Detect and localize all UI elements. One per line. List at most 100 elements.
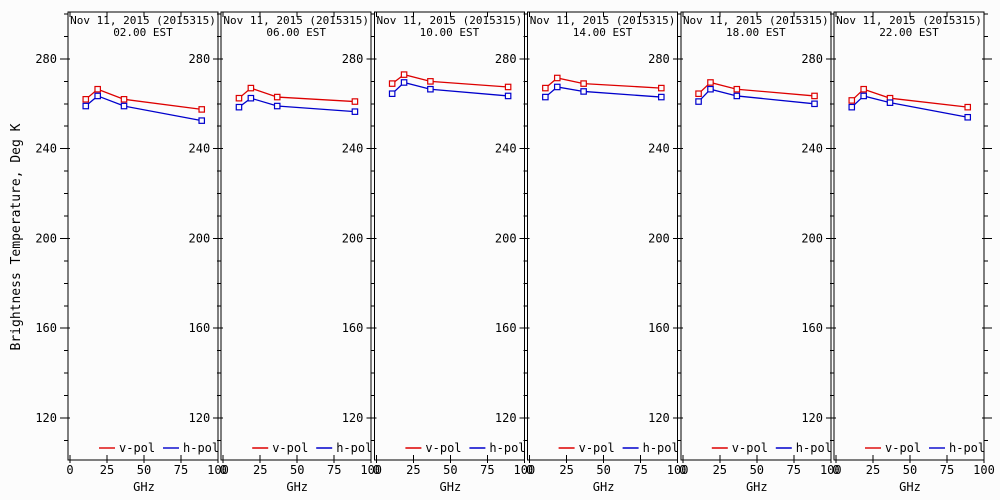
- x-tick-label: 0: [220, 463, 227, 477]
- panel-subtitle: 06.00 EST: [266, 26, 326, 39]
- hpol-marker: [400, 79, 408, 86]
- panel-subtitle: 14.00 EST: [573, 26, 633, 39]
- vpol-line: [85, 88, 202, 111]
- panel-title: Nov 11, 2015 (2015315): [377, 14, 523, 27]
- panel-subtitle: 10.00 EST: [420, 26, 480, 39]
- x-tick-label: 100: [207, 463, 229, 477]
- panel-subtitle: 18.00 EST: [726, 26, 786, 39]
- hpol-marker: [427, 85, 434, 93]
- y-axis-title: Brightness Temperature, Deg K: [9, 123, 24, 350]
- y-tick-label: 240: [189, 142, 211, 156]
- hpol-line: [851, 95, 968, 118]
- hpol-marker: [964, 113, 972, 121]
- y-tick-label: 200: [189, 231, 211, 245]
- vpol-marker: [811, 92, 818, 100]
- vpol-marker: [580, 80, 587, 87]
- vpol-marker: [351, 98, 359, 105]
- vpol-marker: [542, 84, 549, 92]
- y-tick-label: 200: [35, 231, 57, 245]
- vpol-marker: [658, 84, 665, 92]
- x-tick-label: 50: [750, 463, 764, 477]
- hpol-marker: [94, 92, 101, 100]
- panel-2: 120 160 200 240 280 0 25 50 75 100 GHz Nov 11, 2015…: [189, 11, 382, 494]
- panels-group: 120 160 200 240 280 0 25 50 75 100 GHz Nov 11, 2015…: [35, 11, 995, 494]
- hpol-marker: [273, 102, 281, 110]
- legend-label-h-pol: h-pol: [643, 441, 679, 455]
- vpol-marker: [964, 103, 972, 111]
- hpol-line: [544, 86, 662, 98]
- x-tick-label: 0: [526, 463, 533, 477]
- panel-3: 120 160 200 240 280 0 25 50 75 100 GHz Nov 11, 2015…: [342, 11, 536, 494]
- y-tick-label: 120: [495, 411, 517, 425]
- x-tick-label: 75: [940, 463, 954, 477]
- hpol-line: [391, 81, 509, 97]
- x-tick-label: 75: [633, 463, 647, 477]
- x-axis-unit: GHz: [440, 480, 462, 494]
- hpol-marker: [388, 90, 396, 97]
- legend-label-v-pol: v-pol: [732, 441, 768, 455]
- hpol-line: [85, 95, 202, 122]
- hpol-marker: [733, 92, 741, 100]
- vpol-marker: [235, 94, 243, 102]
- legend-label-v-pol: v-pol: [579, 441, 615, 455]
- vpol-marker: [198, 106, 206, 113]
- x-tick-label: 100: [514, 463, 536, 477]
- x-tick-label: 25: [100, 463, 114, 477]
- legend-label-v-pol: v-pol: [885, 441, 921, 455]
- hpol-marker: [811, 100, 818, 108]
- x-tick-label: 0: [373, 463, 380, 477]
- legend-label-h-pol: h-pol: [489, 441, 525, 455]
- x-tick-label: 25: [253, 463, 267, 477]
- hpol-marker: [198, 117, 206, 124]
- y-tick-label: 240: [342, 142, 364, 156]
- y-tick-label: 240: [801, 142, 823, 156]
- vpol-line: [544, 77, 662, 89]
- y-tick-label: 160: [342, 321, 364, 335]
- vpol-marker: [388, 80, 396, 87]
- x-tick-label: 50: [290, 463, 304, 477]
- hpol-marker: [235, 103, 243, 111]
- y-tick-label: 280: [648, 52, 670, 66]
- x-axis-unit: GHz: [746, 480, 768, 494]
- y-tick-label: 280: [495, 52, 517, 66]
- y-tick-label: 160: [495, 321, 517, 335]
- hpol-marker: [860, 92, 867, 100]
- y-tick-label: 120: [342, 411, 364, 425]
- panel-6: 120 160 200 240 280 0 25 50 75 100 GHz Nov 11, 2015…: [801, 11, 995, 494]
- y-tick-label: 120: [189, 411, 211, 425]
- x-tick-label: 75: [327, 463, 341, 477]
- panel-title: Nov 11, 2015 (2015315): [530, 14, 676, 27]
- x-tick-label: 25: [406, 463, 420, 477]
- x-tick-label: 50: [443, 463, 457, 477]
- panel-title: Nov 11, 2015 (2015315): [223, 14, 369, 27]
- panel-1: 120 160 200 240 280 0 25 50 75 100 GHz Nov 11, 2015…: [35, 11, 229, 494]
- y-tick-label: 160: [35, 321, 57, 335]
- x-tick-label: 50: [137, 463, 151, 477]
- panel-title: Nov 11, 2015 (2015315): [836, 14, 982, 27]
- vpol-marker: [400, 71, 408, 78]
- hpol-marker: [542, 93, 549, 101]
- x-axis-unit: GHz: [286, 480, 308, 494]
- hpol-line: [238, 97, 355, 113]
- y-tick-label: 200: [801, 231, 823, 245]
- panel-4: 120 160 200 240 280 0 25 50 75 100 GHz Nov 11, 2015…: [495, 11, 689, 494]
- hpol-marker: [695, 98, 702, 105]
- y-tick-label: 240: [648, 142, 670, 156]
- y-tick-label: 280: [35, 52, 57, 66]
- y-tick-label: 280: [189, 52, 211, 66]
- x-tick-label: 0: [832, 463, 839, 477]
- x-tick-label: 100: [360, 463, 382, 477]
- y-tick-label: 120: [648, 411, 670, 425]
- hpol-marker: [848, 103, 856, 111]
- hpol-marker: [886, 99, 894, 106]
- y-tick-label: 200: [342, 231, 364, 245]
- x-tick-label: 100: [820, 463, 842, 477]
- vpol-marker: [247, 84, 255, 92]
- x-axis-unit: GHz: [133, 480, 155, 494]
- vpol-line: [698, 81, 815, 97]
- y-tick-label: 160: [648, 321, 670, 335]
- x-tick-label: 100: [667, 463, 689, 477]
- hpol-line: [698, 88, 815, 105]
